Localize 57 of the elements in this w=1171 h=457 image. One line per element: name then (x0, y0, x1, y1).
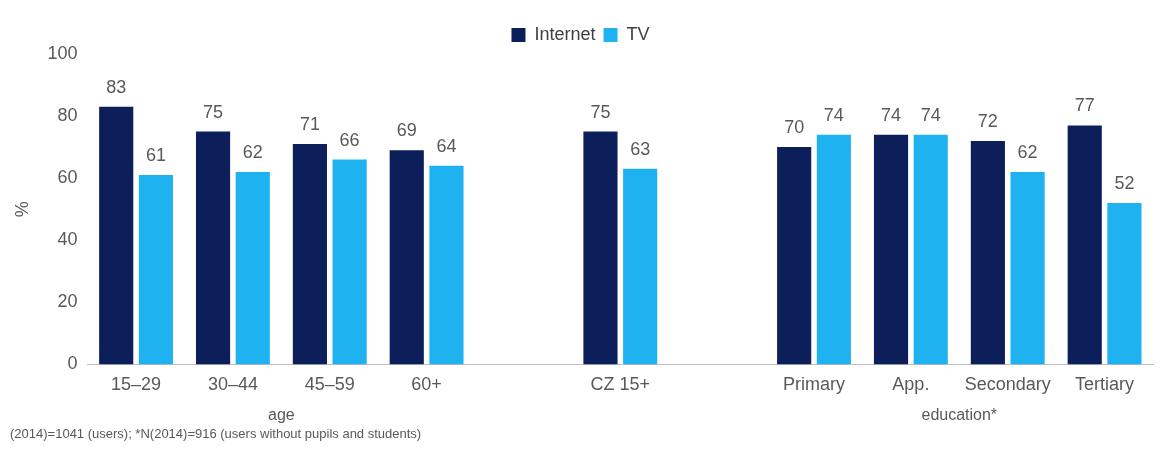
bar (99, 106, 134, 365)
bar (913, 134, 948, 365)
bar (1067, 125, 1102, 365)
y-tick-label: 80 (57, 105, 78, 126)
data-label: 62 (1017, 141, 1038, 162)
bar (429, 165, 464, 365)
text: age (267, 406, 295, 424)
data-label: 77 (1074, 95, 1095, 116)
x-tick-label: 15–29 (111, 374, 162, 395)
x-tick-label: 60+ (411, 374, 442, 395)
bar (583, 131, 618, 365)
x-tick-label: Tertiary (1075, 374, 1135, 395)
x-tick-label: CZ 15+ (590, 374, 651, 395)
y-axis-title: % (11, 201, 32, 218)
bar (873, 134, 909, 365)
y-tick-label: 20 (57, 291, 78, 312)
data-label: 64 (436, 135, 457, 156)
legend-label: TV (626, 23, 650, 44)
legend-label: Internet (534, 23, 596, 44)
data-label: 83 (106, 76, 127, 97)
data-label: 71 (299, 113, 320, 134)
data-label: 61 (145, 145, 166, 166)
data-label: 74 (920, 104, 941, 125)
data-label: 62 (242, 141, 263, 162)
bar (138, 175, 173, 365)
data-label: 52 (1114, 172, 1135, 193)
data-label: 75 (590, 101, 611, 122)
bar (1010, 171, 1045, 365)
bar (816, 134, 851, 365)
x-tick-label: Primary (783, 374, 846, 395)
data-label: 72 (977, 110, 998, 131)
x-tick-label: 45–59 (304, 374, 355, 395)
bar (777, 147, 812, 365)
data-label: 75 (203, 101, 224, 122)
x-tick-label: 30–44 (207, 374, 258, 395)
data-label: 70 (784, 117, 805, 138)
text: education* (921, 406, 998, 424)
bar (332, 159, 367, 365)
bar (195, 131, 231, 365)
y-tick-label: 0 (67, 353, 78, 374)
bar (235, 171, 270, 365)
y-tick-label: 60 (57, 167, 78, 188)
data-label: 66 (339, 129, 360, 150)
data-label: 74 (823, 104, 844, 125)
y-tick-label: 40 (57, 229, 78, 250)
x-tick-label: App. (892, 374, 930, 395)
data-label: 63 (630, 138, 651, 159)
bar (389, 150, 424, 365)
y-tick-label: 100 (47, 42, 78, 63)
text: (2014)=1041 (users); *N(2014)=916 (users without pupils and students) (10, 426, 422, 442)
data-label: 74 (881, 104, 902, 125)
bar (970, 140, 1005, 365)
x-tick-label: Secondary (964, 374, 1051, 395)
bar (1107, 202, 1142, 365)
data-label: 69 (396, 120, 417, 141)
bar (623, 168, 658, 365)
bar (292, 144, 327, 365)
